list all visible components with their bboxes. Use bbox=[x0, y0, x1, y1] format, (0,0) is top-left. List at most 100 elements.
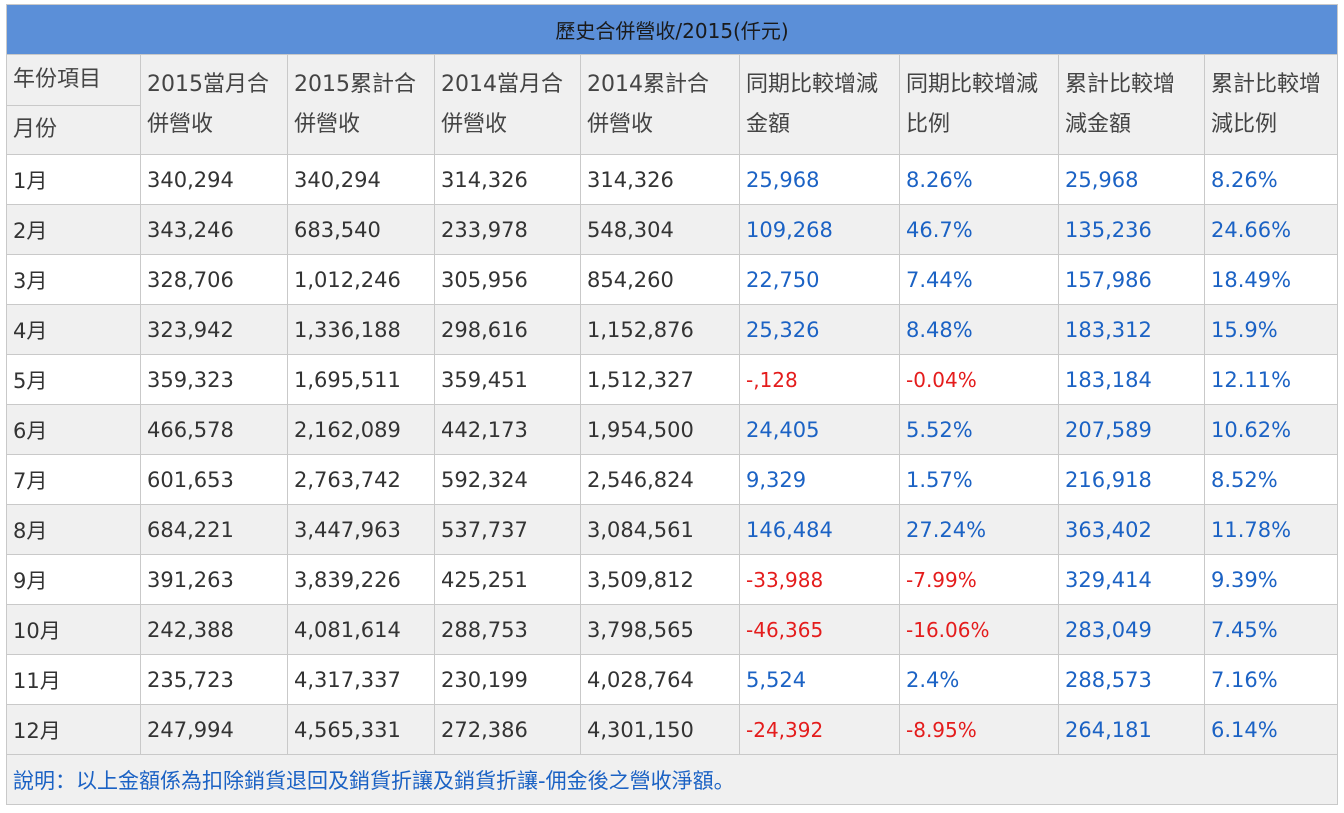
cumulative-diff-cell: 264,181 bbox=[1058, 704, 1205, 755]
yoy-diff-pct-cell: 1.57% bbox=[899, 454, 1059, 505]
revenue-2014-cell: 425,251 bbox=[434, 554, 581, 605]
month-cell: 7月 bbox=[6, 454, 141, 505]
column-header-line: 併營收 bbox=[147, 111, 214, 137]
table-row: 8月 684,221 3,447,963 537,737 3,084,561 146,48… bbox=[6, 504, 1339, 555]
month-cell: 2月 bbox=[6, 204, 141, 255]
revenue-2015-cell: 391,263 bbox=[140, 554, 288, 605]
yoy-diff-pct-cell: -7.99% bbox=[899, 554, 1059, 605]
table-note: 說明：以上金額係為扣除銷貨退回及銷貨折讓及銷貨折讓-佣金後之營收淨額。 bbox=[5, 754, 1339, 805]
cumulative-diff-cell: 183,184 bbox=[1058, 354, 1205, 405]
revenue-2015-cell: 601,653 bbox=[140, 454, 288, 505]
column-header-line: 併營收 bbox=[441, 111, 508, 137]
table-row: 4月 323,942 1,336,188 298,616 1,152,876 25,326… bbox=[6, 304, 1339, 355]
cumulative-diff-pct-cell: 7.16% bbox=[1203, 654, 1339, 705]
cumulative-2015-cell: 1,012,246 bbox=[287, 254, 435, 305]
cumulative-2015-cell: 2,162,089 bbox=[287, 404, 435, 455]
cumulative-2015-cell: 3,447,963 bbox=[287, 504, 435, 555]
column-header-line: 金額 bbox=[746, 111, 791, 137]
revenue-2014-cell: 288,753 bbox=[434, 604, 581, 655]
revenue-2015-cell: 328,706 bbox=[140, 254, 288, 305]
table-row: 1月 340,294 340,294 314,326 314,326 25,968 8.26… bbox=[6, 154, 1339, 205]
revenue-2014-cell: 230,199 bbox=[434, 654, 581, 705]
yoy-diff-cell: -33,988 bbox=[739, 554, 900, 605]
yoy-diff-pct-cell: -16.06% bbox=[899, 604, 1059, 655]
cumulative-2014-cell: 2,546,824 bbox=[580, 454, 740, 505]
cumulative-diff-cell: 157,986 bbox=[1058, 254, 1205, 305]
cumulative-diff-pct-cell: 12.11% bbox=[1203, 354, 1339, 405]
column-header: 2015累計合 併營收 bbox=[287, 54, 435, 155]
yoy-diff-cell: 22,750 bbox=[739, 254, 900, 305]
revenue-2014-cell: 233,978 bbox=[434, 204, 581, 255]
cumulative-2015-cell: 1,695,511 bbox=[287, 354, 435, 405]
yoy-diff-cell: 146,484 bbox=[739, 504, 900, 555]
cumulative-diff-pct-cell: 18.49% bbox=[1203, 254, 1339, 305]
cumulative-diff-pct-cell: 11.78% bbox=[1203, 504, 1339, 555]
revenue-2015-cell: 343,246 bbox=[140, 204, 288, 255]
yoy-diff-cell: 9,329 bbox=[739, 454, 900, 505]
column-header: 2015當月合 併營收 bbox=[140, 54, 288, 155]
column-header-line: 併營收 bbox=[587, 111, 654, 137]
cumulative-diff-cell: 363,402 bbox=[1058, 504, 1205, 555]
yoy-diff-cell: 109,268 bbox=[739, 204, 900, 255]
revenue-2015-cell: 247,994 bbox=[140, 704, 288, 755]
month-cell: 4月 bbox=[6, 304, 141, 355]
header-month-label: 月份 bbox=[6, 105, 141, 155]
cumulative-2014-cell: 1,512,327 bbox=[580, 354, 740, 405]
cumulative-2014-cell: 3,798,565 bbox=[580, 604, 740, 655]
table-row: 3月 328,706 1,012,246 305,956 854,260 22,750 7.… bbox=[6, 254, 1339, 305]
yoy-diff-pct-cell: 8.26% bbox=[899, 154, 1059, 205]
yoy-diff-cell: 5,524 bbox=[739, 654, 900, 705]
revenue-2015-cell: 242,388 bbox=[140, 604, 288, 655]
revenue-table: 歷史合併營收/2015(仟元) 年份項目 2015當月合 併營收 2015累計合 併營收… bbox=[5, 4, 1339, 805]
column-header-line: 2015累計合 bbox=[294, 71, 416, 97]
column-header: 同期比較增減 金額 bbox=[739, 54, 900, 155]
cumulative-diff-pct-cell: 10.62% bbox=[1203, 404, 1339, 455]
yoy-diff-pct-cell: 2.4% bbox=[899, 654, 1059, 705]
table-row: 2月 343,246 683,540 233,978 548,304 109,268 46.… bbox=[6, 204, 1339, 255]
header-year-label: 年份項目 bbox=[6, 54, 141, 106]
cumulative-2014-cell: 548,304 bbox=[580, 204, 740, 255]
cumulative-diff-pct-cell: 24.66% bbox=[1203, 204, 1339, 255]
column-header-line: 同期比較增減 bbox=[746, 71, 879, 97]
yoy-diff-cell: -,128 bbox=[739, 354, 900, 405]
yoy-diff-pct-cell: 8.48% bbox=[899, 304, 1059, 355]
cumulative-diff-cell: 288,573 bbox=[1058, 654, 1205, 705]
revenue-2015-cell: 323,942 bbox=[140, 304, 288, 355]
column-header-line: 2014當月合 bbox=[441, 71, 563, 97]
revenue-2014-cell: 592,324 bbox=[434, 454, 581, 505]
revenue-2015-cell: 359,323 bbox=[140, 354, 288, 405]
yoy-diff-cell: -46,365 bbox=[739, 604, 900, 655]
yoy-diff-pct-cell: 5.52% bbox=[899, 404, 1059, 455]
column-header: 累計比較增 減比例 bbox=[1203, 54, 1339, 155]
yoy-diff-pct-cell: -0.04% bbox=[899, 354, 1059, 405]
table-row: 5月 359,323 1,695,511 359,451 1,512,327 -,128-… bbox=[6, 354, 1339, 405]
revenue-2014-cell: 537,737 bbox=[434, 504, 581, 555]
cumulative-2015-cell: 4,081,614 bbox=[287, 604, 435, 655]
cumulative-diff-pct-cell: 9.39% bbox=[1203, 554, 1339, 605]
yoy-diff-cell: 24,405 bbox=[739, 404, 900, 455]
cumulative-2014-cell: 1,152,876 bbox=[580, 304, 740, 355]
cumulative-diff-cell: 207,589 bbox=[1058, 404, 1205, 455]
column-header-line: 減比例 bbox=[1211, 111, 1278, 137]
column-header: 累計比較增 減金額 bbox=[1058, 54, 1205, 155]
revenue-2014-cell: 305,956 bbox=[434, 254, 581, 305]
column-header-line: 累計比較增 bbox=[1065, 71, 1176, 97]
month-cell: 8月 bbox=[6, 504, 141, 555]
revenue-2015-cell: 684,221 bbox=[140, 504, 288, 555]
table-row: 7月 601,653 2,763,742 592,324 2,546,824 9,329 1… bbox=[6, 454, 1339, 505]
revenue-table-container: 歷史合併營收/2015(仟元) 年份項目 2015當月合 併營收 2015累計合 併營收… bbox=[5, 4, 1339, 805]
month-cell: 3月 bbox=[6, 254, 141, 305]
yoy-diff-pct-cell: 46.7% bbox=[899, 204, 1059, 255]
column-header-line: 同期比較增減 bbox=[906, 71, 1039, 97]
column-header-line: 2014累計合 bbox=[587, 71, 709, 97]
revenue-2014-cell: 359,451 bbox=[434, 354, 581, 405]
cumulative-2015-cell: 4,317,337 bbox=[287, 654, 435, 705]
cumulative-2014-cell: 4,301,150 bbox=[580, 704, 740, 755]
cumulative-diff-pct-cell: 8.52% bbox=[1203, 454, 1339, 505]
table-row: 10月 242,388 4,081,614 288,753 3,798,565 -46,3… bbox=[6, 604, 1339, 655]
column-header-line: 累計比較增 bbox=[1211, 71, 1322, 97]
month-cell: 12月 bbox=[6, 704, 141, 755]
cumulative-diff-pct-cell: 7.45% bbox=[1203, 604, 1339, 655]
column-header: 2014當月合 併營收 bbox=[434, 54, 581, 155]
column-header-line: 比例 bbox=[906, 111, 951, 137]
